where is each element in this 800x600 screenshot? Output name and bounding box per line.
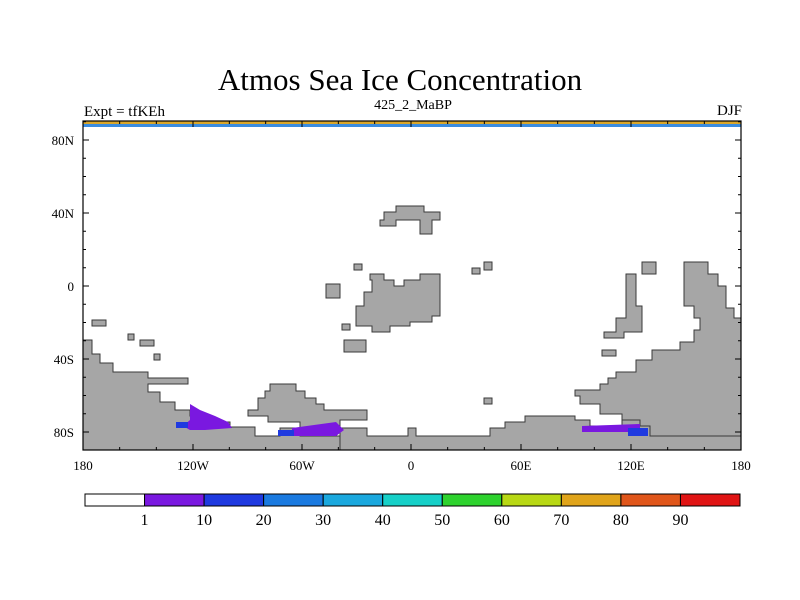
landmass-north-central: [379, 205, 441, 235]
colorbar-swatch: [441, 493, 503, 507]
sea-ice-patch-east-edge: [628, 428, 648, 436]
landmass-central-islet-5: [483, 261, 493, 271]
x-tick-label: 180: [73, 458, 93, 473]
colorbar-swatch: [620, 493, 681, 507]
x-tick-label: 0: [408, 458, 415, 473]
y-tick-label: 40N: [52, 206, 75, 221]
colorbar-swatch: [144, 493, 205, 507]
colorbar-swatch: [679, 493, 741, 507]
landmass-east-islet-2: [601, 349, 617, 357]
colorbar-swatch: [203, 493, 265, 507]
colorbar-swatch: [560, 493, 622, 507]
sea-ice-patch-west: [183, 404, 232, 430]
colorbar-swatch: [84, 493, 146, 507]
y-tick-label: 80N: [52, 133, 75, 148]
y-tick-label: 40S: [54, 352, 74, 367]
sea-ice-patches: [176, 404, 648, 436]
x-tick-label: 60E: [511, 458, 532, 473]
landmass-west-islet-3: [139, 339, 155, 347]
landmass-west-islet-2: [127, 333, 135, 341]
period-label: 425_2_MaBP: [374, 98, 452, 113]
sea-ice-patch-central: [292, 422, 344, 436]
landmass-east-island: [603, 273, 643, 339]
sea-ice-patch-east: [582, 424, 640, 432]
colorbar-swatch: [501, 493, 562, 507]
landmass-central-islet-7: [483, 397, 493, 405]
colorbar-label: 40: [375, 512, 391, 529]
sea-ice-patch-central-edge: [278, 430, 294, 436]
colorbar-label: 70: [553, 512, 569, 529]
landmass-west-islet-1: [91, 319, 107, 327]
x-tick-label: 120E: [617, 458, 645, 473]
colorbar-swatch: [382, 493, 443, 507]
colorbar-swatch: [263, 493, 324, 507]
map-axes: 180 120W 60W 0 60E 120E 180 80N 40N 0 40S 80S: [52, 121, 751, 473]
colorbar-label: 80: [613, 512, 629, 529]
landmass-central-islet-3: [341, 323, 351, 331]
colorbar-label: 1: [141, 512, 149, 529]
landmass-peninsula: [247, 383, 368, 429]
colorbar-label: 90: [672, 512, 688, 529]
landmass-east: [574, 261, 742, 437]
experiment-label: Expt = tfKEh: [84, 104, 165, 120]
land-masses: [82, 205, 742, 451]
landmass-west: [82, 339, 421, 451]
y-tick-label: 0: [68, 279, 75, 294]
colorbar-label: 30: [315, 512, 331, 529]
season-label: DJF: [716, 103, 742, 119]
north-pole-ice-band-lower: [83, 124, 741, 127]
colorbar-label: 10: [196, 512, 212, 529]
landmass-central: [355, 273, 441, 333]
north-pole-ice-band: [83, 121, 741, 124]
colorbar: 1 10 20 30 40 50 60 70 80 90: [84, 493, 741, 529]
colorbar-label: 50: [434, 512, 450, 529]
colorbar-label: 60: [494, 512, 510, 529]
map-title: Atmos Sea Ice Concentration: [217, 62, 583, 97]
y-tick-label: 80S: [54, 425, 74, 440]
landmass-west-islet-4: [153, 353, 161, 361]
sea-ice-patch-west-edge: [176, 422, 188, 428]
x-tick-label: 120W: [177, 458, 210, 473]
colorbar-label: 20: [256, 512, 272, 529]
colorbar-swatch: [322, 493, 384, 507]
landmass-central-islet-4: [343, 339, 367, 353]
x-tick-label: 180: [731, 458, 751, 473]
landmass-east-islet-1: [641, 261, 657, 275]
x-tick-label: 60W: [289, 458, 315, 473]
landmass-central-islet-2: [353, 263, 363, 271]
landmass-central-islet-1: [325, 283, 341, 299]
landmass-central-islet-6: [471, 267, 481, 275]
